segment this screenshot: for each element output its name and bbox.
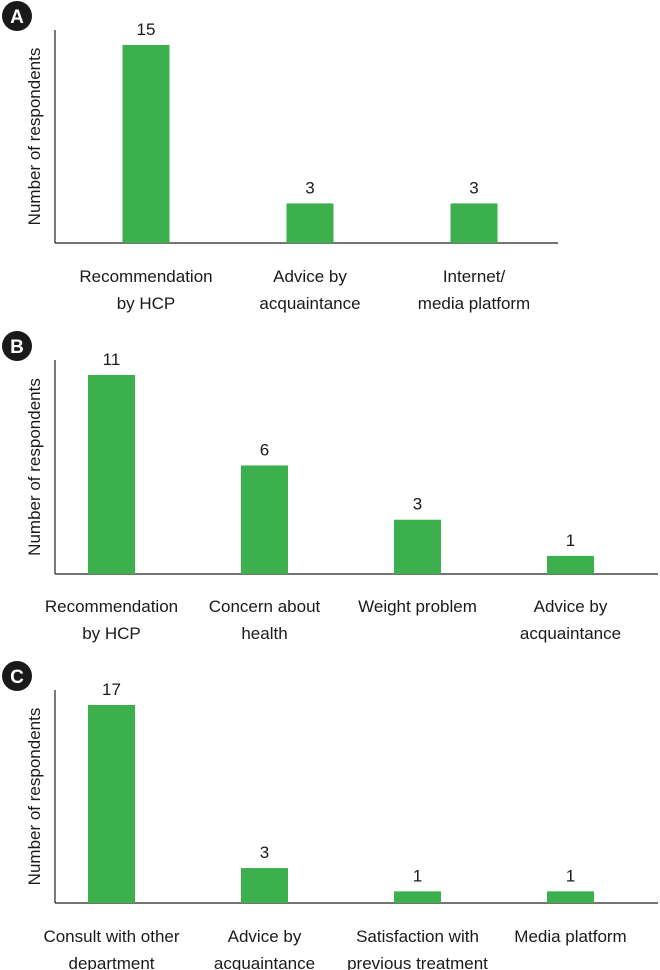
bar [394,519,441,574]
bar-value-label: 17 [102,680,121,699]
y-axis-label: Number of respondents [25,48,44,226]
bar-value-label: 3 [413,495,422,514]
panel-badge-circle [2,1,32,31]
bar [122,45,170,243]
bar-value-label: 1 [566,531,575,550]
bar-value-label: 3 [469,178,478,197]
panel-label-c: C [2,661,32,691]
x-tick-label: Media platform [514,927,626,946]
bar-value-label: 3 [260,843,269,862]
bar [88,705,135,903]
bar [241,868,288,903]
bar [241,465,288,574]
panel-badge-letter: A [10,7,24,28]
bar [394,891,441,903]
x-tick-label: Satisfaction with previous treatment [347,927,488,970]
panel-label-a: A [2,1,32,31]
y-axis-label: Number of respondents [25,708,44,886]
x-tick-label: Advice by acquaintance [214,927,315,970]
bar [547,555,594,574]
bar [450,203,498,243]
panel-c: C Number of respondents 17 Consult with oth… [2,661,658,970]
x-tick-label: Recommendation by HCP [79,267,212,313]
x-tick-label: Recommendation by HCP [45,597,178,643]
bar [286,203,334,243]
bar-value-label: 15 [137,20,156,39]
bar-value-label: 1 [413,866,422,885]
panel-a: A Number of respondents 15 Recommendation by… [2,1,558,313]
bar-value-label: 11 [103,350,121,369]
bar-value-label: 6 [260,440,269,459]
panel-badge-letter: C [10,667,24,688]
panel-badge-circle [2,661,32,691]
y-axis-label: Number of respondents [25,378,44,556]
bar-value-label: 3 [305,178,314,197]
bar [88,375,135,574]
panel-b: B Number of respondents 11 Recommendation by… [2,331,658,643]
x-tick-label: Internet/media platform [418,267,530,313]
x-tick-label: Weight problem [358,597,477,616]
x-tick-label: Advice by acquaintance [259,267,360,313]
x-tick-label: Consult with other department [43,927,179,970]
bar-value-label: 1 [566,866,575,885]
panel-label-b: B [2,331,32,361]
x-tick-label: Concern about health [209,597,321,643]
x-tick-label: Advice by acquaintance [520,597,621,643]
panel-badge-letter: B [10,337,24,358]
panel-badge-circle [2,331,32,361]
bar [547,891,594,903]
